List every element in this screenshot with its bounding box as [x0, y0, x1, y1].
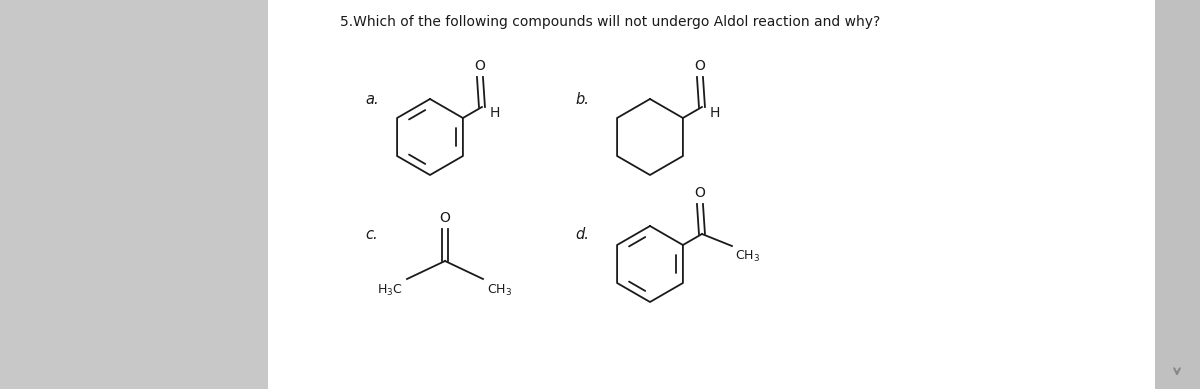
Text: O: O [474, 59, 485, 73]
Text: 5.Which of the following compounds will not undergo Aldol reaction and why?: 5.Which of the following compounds will … [340, 15, 881, 29]
Text: d.: d. [575, 226, 589, 242]
Text: CH$_3$: CH$_3$ [734, 249, 760, 264]
Text: O: O [695, 59, 706, 73]
Text: H: H [490, 106, 500, 120]
Text: O: O [439, 211, 450, 225]
Bar [1154, 0, 1200, 389]
Text: b.: b. [575, 91, 589, 107]
Bar [0, 0, 268, 389]
Text: H$_3$C: H$_3$C [378, 283, 403, 298]
Text: H: H [710, 106, 720, 120]
Text: c.: c. [365, 226, 378, 242]
Text: O: O [695, 186, 706, 200]
Text: CH$_3$: CH$_3$ [487, 283, 512, 298]
Text: a.: a. [365, 91, 379, 107]
